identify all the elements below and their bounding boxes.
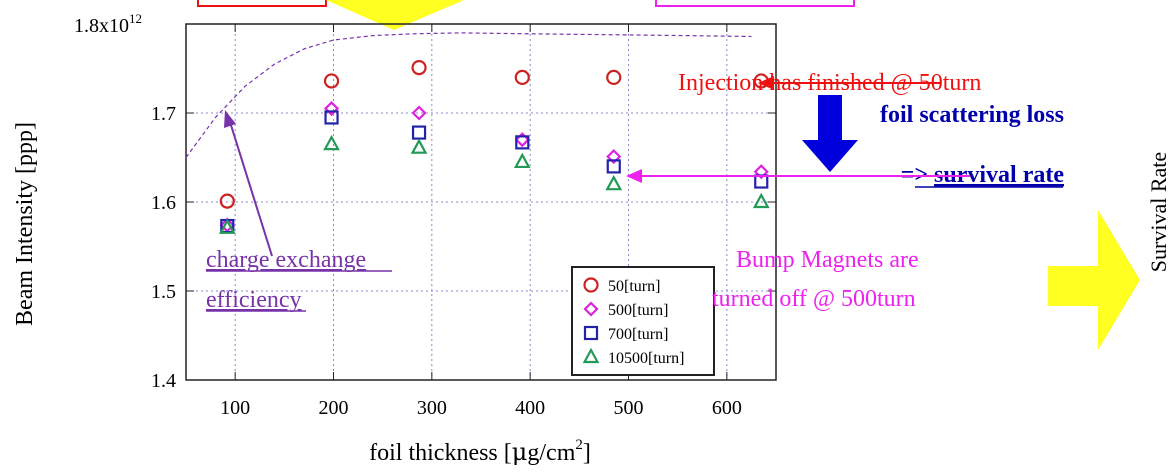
charge-exchange-line1: charge exchange [206, 247, 366, 273]
right-yellow-arrow [1048, 210, 1140, 350]
x-tick-labels: 100 200 300 400 500 600 [220, 397, 742, 419]
data-point-triangle [752, 192, 770, 209]
x-tick-label: 400 [515, 397, 545, 419]
y-tick-labels: 1.4 1.5 1.6 1.7 1.8x1012 [74, 11, 176, 392]
data-point-circle [219, 193, 235, 209]
data-point-diamond [323, 100, 340, 117]
data-point-circle [411, 60, 427, 76]
legend-marker-square [583, 325, 599, 341]
data-point-triangle [323, 134, 340, 151]
legend-label: 500[turn] [608, 302, 668, 319]
data-point-triangle [218, 218, 236, 234]
x-tick-label: 300 [417, 397, 447, 419]
x-tick-label: 200 [319, 397, 349, 419]
top-yellow-arrow [326, 0, 464, 30]
data-point-triangle [410, 138, 428, 154]
y-axis-label: Beam Intensity [ppp] [12, 122, 38, 326]
x-axis-label: foil thickness [μg/cm2] [369, 437, 591, 466]
data-point-diamond [411, 105, 427, 121]
legend-label: 50[turn] [608, 278, 660, 295]
survival-rate-label: Survival Rate [1146, 152, 1171, 272]
data-markers [218, 60, 770, 234]
charge-exchange-line2: efficiency [206, 287, 302, 313]
foil-loss-arrow [802, 95, 858, 172]
y-tick-label: 1.5 [151, 281, 176, 303]
y-tick-label-base: 1.8x10 [74, 15, 129, 37]
legend: 50[turn] 500[turn] 700[turn] 10500[turn] [571, 266, 715, 376]
data-point-square [515, 135, 530, 150]
legend-items: 50[turn] 500[turn] 700[turn] 10500[turn] [582, 277, 684, 367]
top-red-box [197, 0, 327, 7]
legend-label: 10500[turn] [608, 350, 684, 367]
charge-exchange-efficiency-curve [185, 32, 752, 158]
bump-magnets-line1: Bump Magnets are [736, 247, 919, 273]
data-point-diamond [606, 149, 622, 165]
injection-arrow-head [758, 76, 774, 90]
charge-exchange-arrow-line [229, 121, 273, 257]
top-magenta-box [655, 0, 855, 7]
y-tick-label: 1.8x1012 [74, 11, 142, 37]
data-point-square [411, 125, 427, 140]
bump-magnets-line2: turned off @ 500turn [712, 286, 916, 312]
x-tick-label: 500 [614, 397, 644, 419]
bump-arrow-head [626, 169, 642, 183]
data-point-square [606, 159, 621, 174]
data-point-diamond [753, 164, 769, 180]
legend-marker-circle [583, 277, 599, 293]
x-tick-label: 100 [220, 397, 250, 419]
data-point-triangle [605, 174, 623, 191]
plot-frame [185, 23, 777, 381]
legend-marker-triangle [582, 347, 600, 364]
data-point-circle [514, 69, 530, 86]
legend-marker-diamond [583, 301, 599, 317]
y-tick-label: 1.7 [151, 103, 176, 125]
data-point-circle [606, 69, 622, 86]
y-tick-label-exponent: 12 [129, 11, 142, 26]
charge-exchange-arrow-head [224, 110, 236, 128]
data-point-square [324, 110, 339, 125]
legend-label: 700[turn] [608, 326, 668, 343]
data-point-circle [323, 73, 340, 89]
data-point-diamond [514, 132, 530, 148]
foil-scattering-loss-label: foil scattering loss [880, 102, 1064, 128]
data-point-triangle [513, 152, 531, 169]
y-tick-label: 1.4 [151, 370, 176, 392]
x-tick-label: 600 [712, 397, 742, 419]
y-tick-label: 1.6 [151, 192, 176, 214]
